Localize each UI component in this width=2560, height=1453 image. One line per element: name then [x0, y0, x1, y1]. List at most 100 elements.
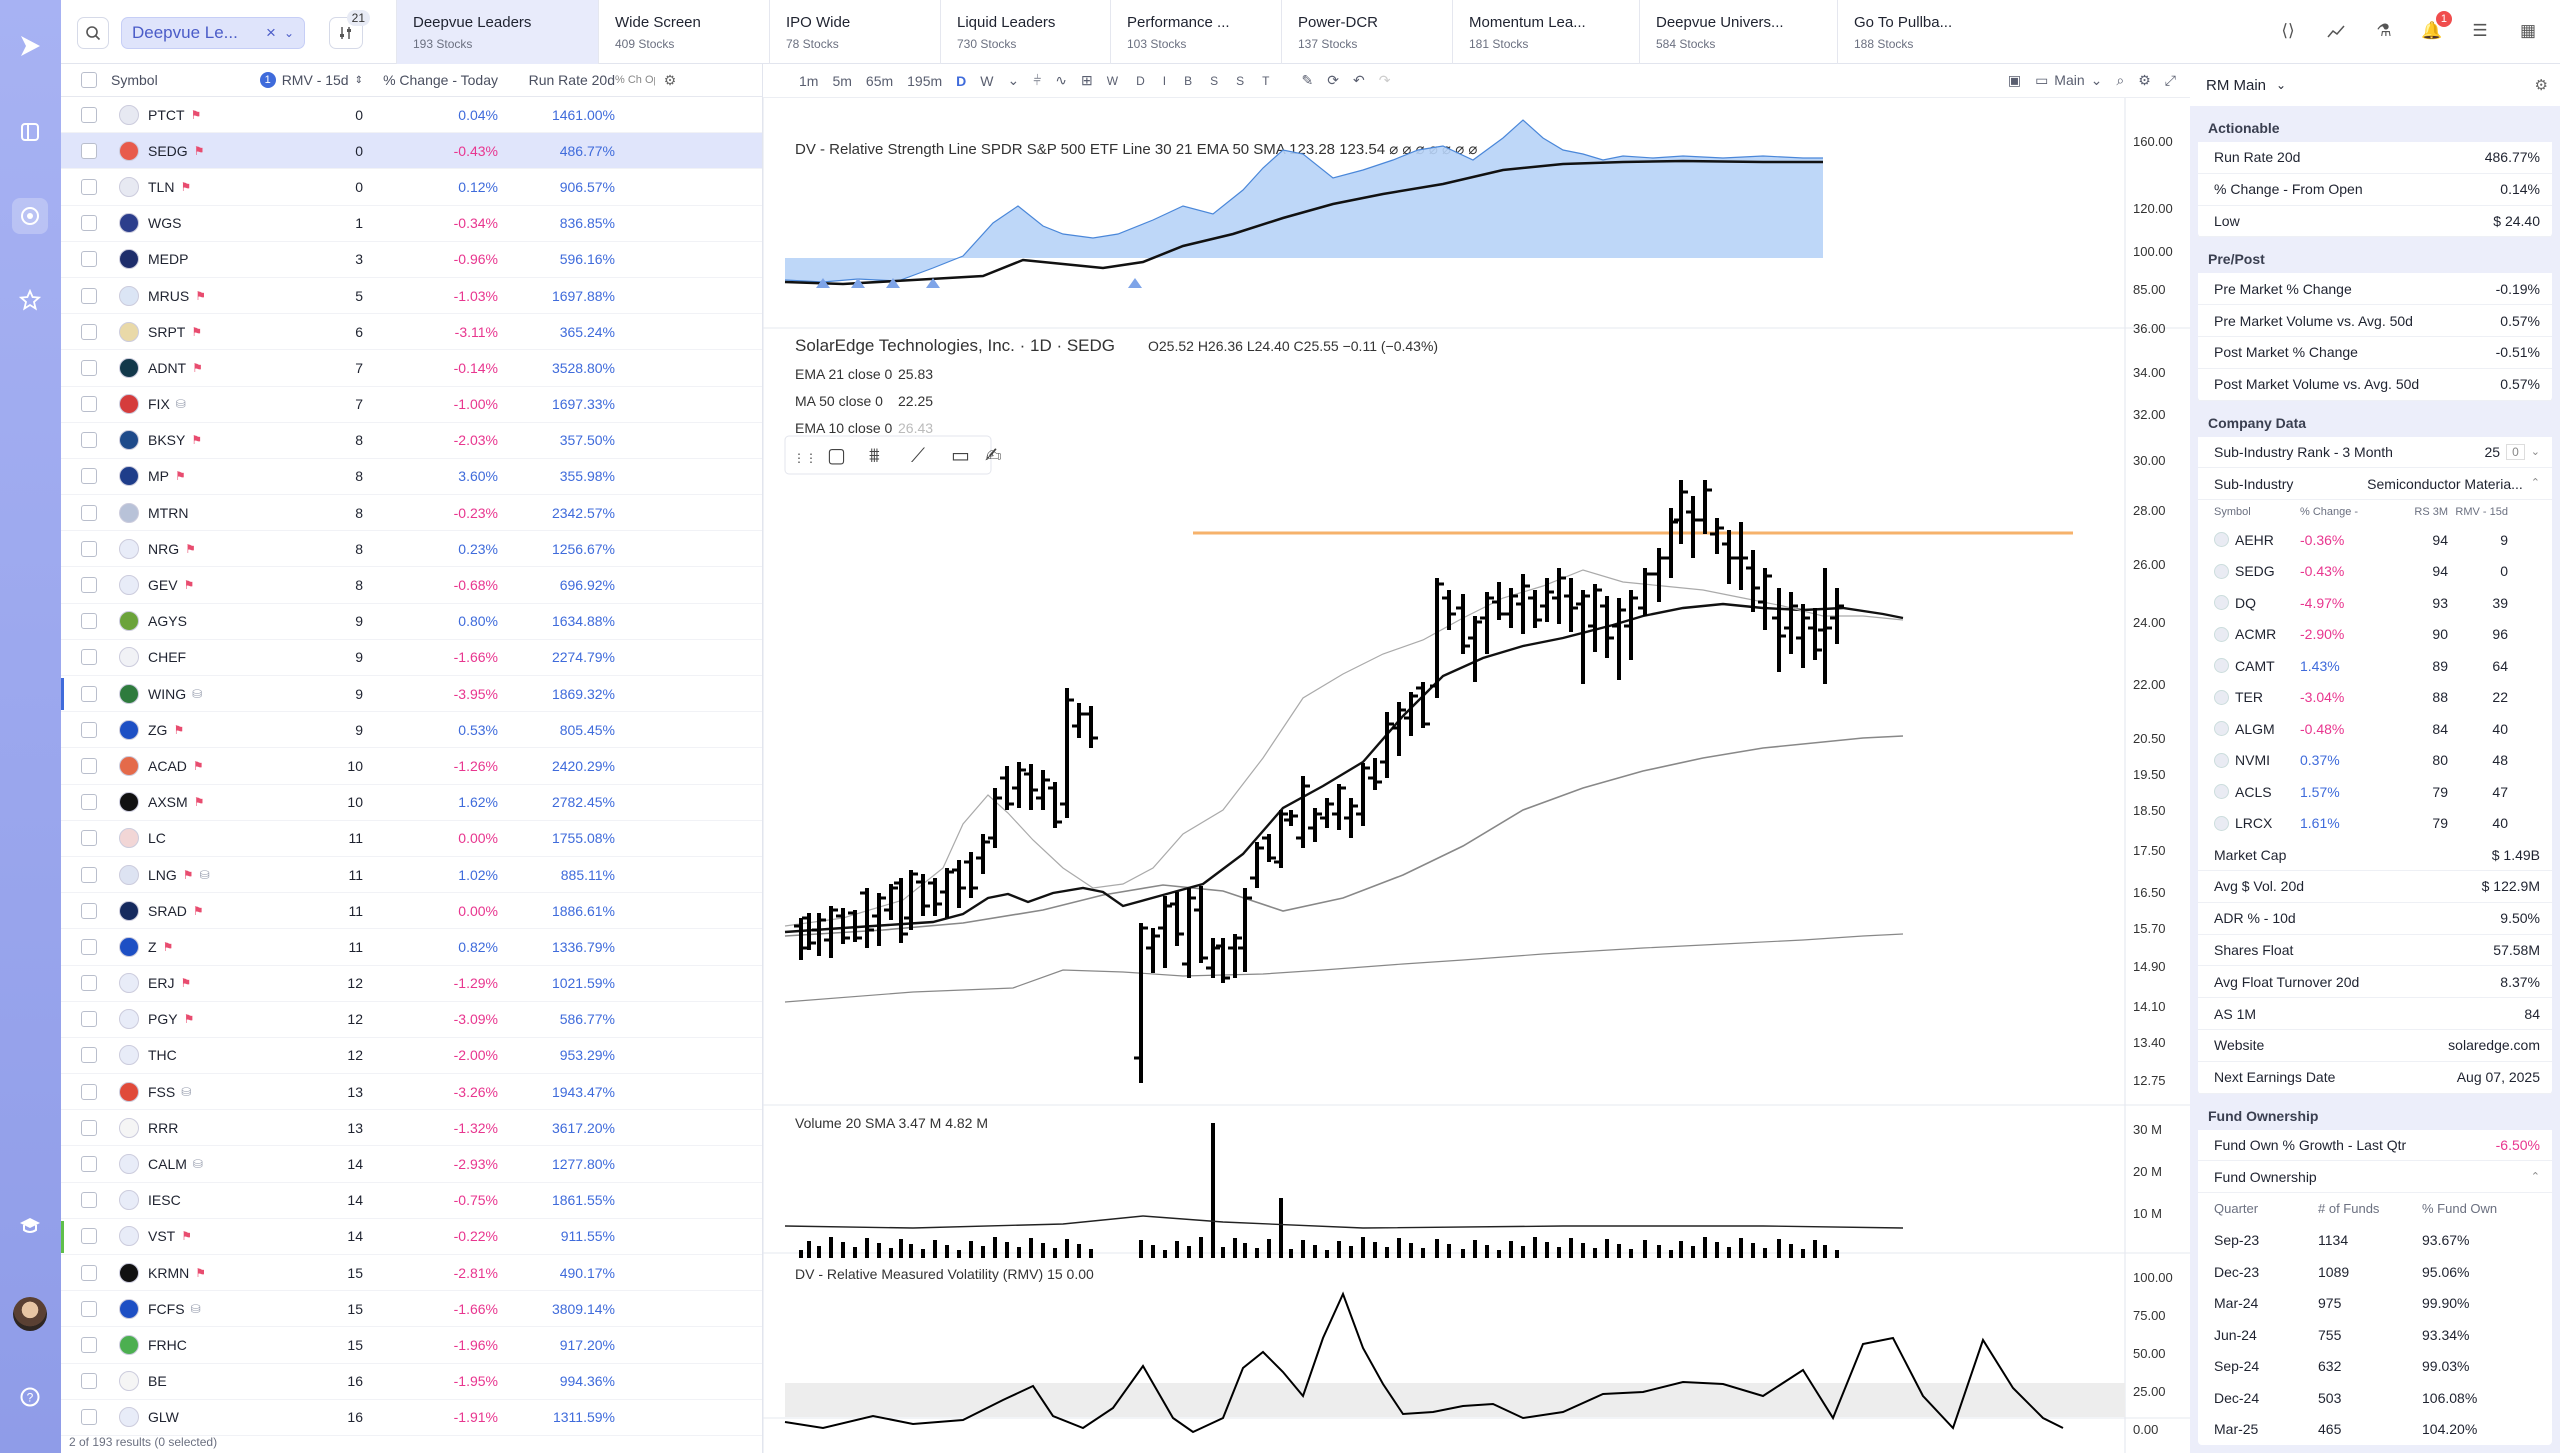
comment-tool-icon[interactable]: ▭ — [951, 443, 970, 467]
clear-icon[interactable]: × — [266, 23, 276, 42]
tab-screen[interactable]: Wide Screen 409 Stocks — [598, 0, 769, 64]
table-row[interactable]: AGYS 9 0.80% 1634.88% — [61, 604, 762, 640]
rectangle-tool-icon[interactable]: ▢ — [827, 443, 846, 467]
col-symbol[interactable]: Symbol — [111, 72, 158, 88]
symbol[interactable]: PGY — [148, 1011, 178, 1028]
symbol[interactable]: CALM — [148, 1156, 187, 1173]
flag-icon[interactable]: ⚑ — [183, 578, 195, 593]
peer-row[interactable]: LRCX 1.61% 79 40 — [2198, 808, 2552, 840]
table-row[interactable]: ACAD ⚑ 10 -1.26% 2420.29% — [61, 748, 762, 785]
chart-icon[interactable] — [2322, 17, 2350, 45]
row-checkbox[interactable] — [81, 540, 97, 557]
tab-screen[interactable]: Liquid Leaders 730 Stocks — [940, 0, 1110, 64]
table-row[interactable]: PGY ⚑ 12 -3.09% 586.77% — [61, 1002, 762, 1038]
share-icon[interactable]: ⟨⟩ — [2281, 21, 2295, 40]
row-checkbox[interactable] — [81, 106, 97, 123]
symbol[interactable]: ADNT — [148, 359, 187, 376]
table-row[interactable]: SEDG ⚑ 0 -0.43% 486.77% — [61, 133, 762, 170]
bar-style-icon[interactable]: ⫩ — [1033, 72, 1042, 88]
table-row[interactable]: PTCT ⚑ 0 0.04% 1461.00% — [61, 97, 762, 134]
table-row[interactable]: FCFS ⛁ 15 -1.66% 3809.14% — [61, 1291, 762, 1328]
peer-row[interactable]: NVMI 0.37% 80 48 — [2198, 745, 2552, 777]
symbol[interactable]: AXSM — [148, 794, 188, 811]
symbol[interactable]: BKSY — [148, 432, 186, 449]
screen-selector[interactable]: Deepvue Le... × ⌄ — [121, 17, 305, 49]
peer-row[interactable]: SEDG -0.43% 94 0 — [2198, 556, 2552, 588]
table-row[interactable]: SRPT ⚑ 6 -3.11% 365.24% — [61, 314, 762, 351]
period-button[interactable]: S — [1210, 73, 1219, 88]
row-checkbox[interactable] — [81, 685, 97, 702]
table-row[interactable]: Z ⚑ 11 0.82% 1336.79% — [61, 929, 762, 966]
table-row[interactable]: BKSY ⚑ 8 -2.03% 357.50% — [61, 423, 762, 459]
symbol[interactable]: WGS — [148, 215, 182, 232]
symbol[interactable]: THC — [148, 1047, 177, 1064]
table-row[interactable]: GEV ⚑ 8 -0.68% 696.92% — [61, 567, 762, 604]
row-checkbox[interactable] — [81, 142, 97, 159]
row-checkbox[interactable] — [81, 287, 97, 304]
tab-screen[interactable]: Go To Pullba... 188 Stocks — [1837, 0, 1995, 64]
layout-name[interactable]: RM Main — [2206, 76, 2267, 94]
row-checkbox[interactable] — [81, 938, 97, 955]
row-checkbox[interactable] — [81, 1228, 97, 1245]
flag-icon[interactable]: ⚑ — [181, 1229, 192, 1244]
symbol[interactable]: MTRN — [148, 504, 189, 521]
peer-row[interactable]: CAMT 1.43% 89 64 — [2198, 650, 2552, 682]
period-button[interactable]: I — [1162, 73, 1167, 88]
watchlist-star-icon[interactable] — [12, 282, 48, 318]
table-row[interactable]: MEDP 3 -0.96% 596.16% — [61, 242, 762, 278]
peer-row[interactable]: ACMR -2.90% 90 96 — [2198, 619, 2552, 651]
symbol[interactable]: GEV — [148, 577, 178, 594]
tab-screen[interactable]: Performance ... 103 Stocks — [1110, 0, 1281, 64]
tab-screen[interactable]: Deepvue Leaders 193 Stocks — [396, 0, 598, 64]
tab-screen[interactable]: Deepvue Univers... 584 Stocks — [1639, 0, 1837, 64]
peer-row[interactable]: TER -3.04% 88 22 — [2198, 682, 2552, 714]
flag-icon[interactable]: ⚑ — [182, 867, 194, 882]
row-checkbox[interactable] — [81, 1047, 97, 1064]
flag-icon[interactable]: ⚑ — [191, 433, 203, 448]
interval-button[interactable]: 195m — [907, 72, 943, 89]
flag-icon[interactable]: ⚑ — [190, 107, 202, 122]
flag-icon[interactable]: ⚑ — [185, 541, 196, 556]
bell-icon[interactable]: 🔔 1 — [2418, 11, 2452, 45]
flag-icon[interactable]: ⚑ — [195, 288, 206, 303]
peer-row[interactable]: ACLS 1.57% 79 47 — [2198, 776, 2552, 808]
layout-select[interactable]: ▭ Main ⌄ — [2035, 72, 2103, 88]
row-checkbox[interactable] — [81, 577, 97, 594]
symbol[interactable]: FCFS — [148, 1300, 185, 1317]
symbol[interactable]: MP — [148, 468, 169, 485]
symbol[interactable]: GLW — [148, 1409, 179, 1426]
row-checkbox[interactable] — [81, 1264, 97, 1281]
fullscreen-icon[interactable]: ⤢ — [2164, 72, 2176, 88]
table-row[interactable]: AXSM ⚑ 10 1.62% 2782.45% — [61, 785, 762, 821]
row-checkbox[interactable] — [81, 396, 97, 413]
row-checkbox[interactable] — [81, 1192, 97, 1209]
table-row[interactable]: THC 12 -2.00% 953.29% — [61, 1038, 762, 1075]
fund-ownership-toggle[interactable]: Fund Ownership ⌃ — [2198, 1161, 2552, 1194]
table-row[interactable]: WGS 1 -0.34% 836.85% — [61, 206, 762, 242]
table-row[interactable]: FSS ⛁ 13 -3.26% 1943.47% — [61, 1074, 762, 1111]
row-checkbox[interactable] — [81, 432, 97, 449]
table-row[interactable]: SRAD ⚑ 11 0.00% 1886.61% — [61, 893, 762, 930]
interval-button[interactable]: 1m — [799, 72, 819, 89]
symbol[interactable]: MEDP — [148, 251, 189, 268]
peer-row[interactable]: DQ -4.97% 93 39 — [2198, 587, 2552, 619]
row-checkbox[interactable] — [81, 866, 97, 883]
metric-value[interactable]: solaredge.com — [2448, 1037, 2540, 1054]
chevron-down-icon[interactable]: ⌄ — [2276, 78, 2287, 92]
symbol[interactable]: NRG — [148, 540, 180, 557]
refresh-icon[interactable]: ⟳ — [1327, 72, 1339, 88]
column-settings-icon[interactable]: ⚙ — [663, 71, 677, 88]
tab-screen[interactable]: Momentum Lea... 181 Stocks — [1452, 0, 1639, 64]
row-checkbox[interactable] — [81, 1119, 97, 1136]
flag-icon[interactable]: ⚑ — [183, 1012, 195, 1027]
learn-cap-icon[interactable] — [12, 1208, 48, 1244]
symbol[interactable]: KRMN — [148, 1264, 190, 1281]
draw-icon[interactable]: ✎ — [1301, 72, 1314, 88]
symbol[interactable]: LC — [148, 830, 166, 847]
line-tool-icon[interactable]: ⟋ — [911, 443, 925, 467]
symbol[interactable]: TLN — [148, 178, 175, 195]
chevron-down-icon[interactable]: ⌄ — [283, 26, 294, 40]
symbol[interactable]: RRR — [148, 1119, 179, 1136]
table-row[interactable]: ERJ ⚑ 12 -1.29% 1021.59% — [61, 966, 762, 1002]
table-row[interactable]: TLN ⚑ 0 0.12% 906.57% — [61, 169, 762, 206]
